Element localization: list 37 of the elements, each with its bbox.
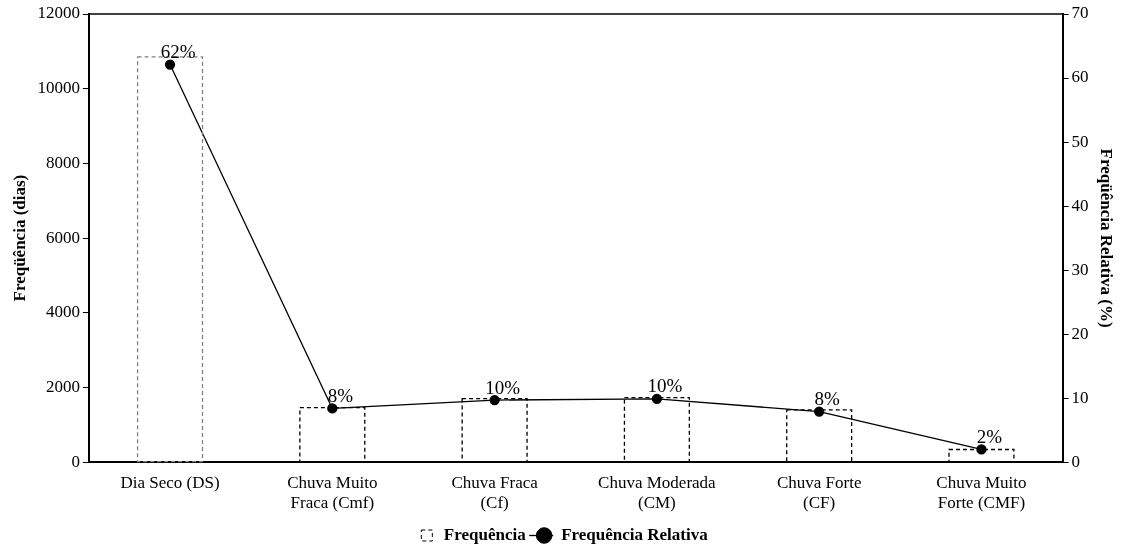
y2-tick-label: 0 xyxy=(1071,451,1081,471)
y2-tick-label: 10 xyxy=(1071,387,1089,407)
data-label: 8% xyxy=(327,384,354,406)
y-tick-label: 4000 xyxy=(45,302,80,322)
y2-tick-label: 60 xyxy=(1071,67,1089,87)
x-tick-label: Chuva Muito Forte (CMF) xyxy=(936,472,1027,513)
point xyxy=(489,394,500,406)
y2-tick-label: 40 xyxy=(1071,195,1089,215)
data-label: 62% xyxy=(160,41,196,63)
legend-label: Frequência xyxy=(443,524,527,544)
y2-axis-title: Freqüência Relativa (%) xyxy=(1097,148,1117,328)
x-tick-label: Chuva Forte (CF) xyxy=(776,472,862,513)
data-label: 10% xyxy=(647,375,683,397)
x-tick-label: Chuva Muito Fraca (Cmf) xyxy=(287,472,378,513)
point xyxy=(327,403,338,414)
data-label: 2% xyxy=(976,425,1003,447)
y2-tick-label: 50 xyxy=(1071,131,1089,151)
y-tick-label: 0 xyxy=(71,451,80,471)
point xyxy=(976,444,987,455)
y-tick-label: 2000 xyxy=(45,376,80,396)
bar xyxy=(136,56,204,463)
point xyxy=(164,59,176,70)
y2-tick-label: 70 xyxy=(1071,3,1089,23)
y-tick-label: 12000 xyxy=(37,3,80,23)
data-label: 8% xyxy=(814,388,841,410)
point xyxy=(651,393,663,404)
legend-label: Frequência Relativa xyxy=(561,524,709,544)
y-tick-label: 6000 xyxy=(45,227,80,247)
y-tick-label: 8000 xyxy=(45,152,80,172)
x-tick-label: Chuva Fraca (Cf) xyxy=(451,472,539,513)
x-tick-label: Dia Seco (DS) xyxy=(120,472,220,492)
x-tick-label: Chuva Moderada (CM) xyxy=(598,472,717,513)
y-tick-label: 10000 xyxy=(37,78,80,98)
y-axis-title: Freqüência (dias) xyxy=(9,174,29,302)
data-label: 10% xyxy=(485,376,521,398)
y2-tick-label: 20 xyxy=(1071,323,1089,343)
y2-tick-label: 30 xyxy=(1071,259,1089,279)
